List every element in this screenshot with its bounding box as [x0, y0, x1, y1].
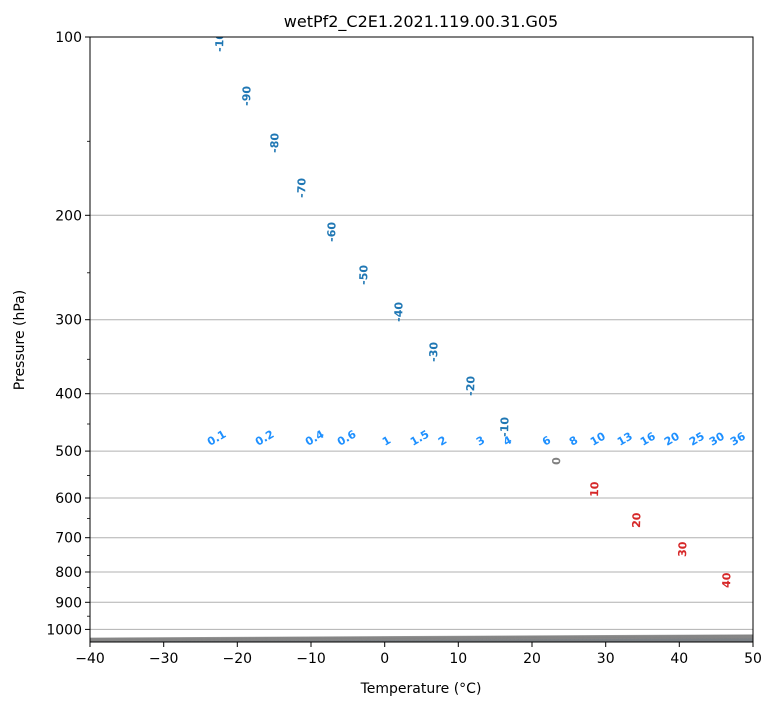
- y-axis-label: Pressure (hPa): [12, 290, 28, 390]
- y-tick-label: 900: [55, 595, 82, 611]
- x-tick-label: 50: [744, 651, 762, 667]
- y-tick-label: 1000: [46, 622, 82, 638]
- x-axis-label: Temperature (°C): [360, 681, 482, 697]
- y-tick-label: 500: [55, 444, 82, 460]
- adiabat-label: -50: [357, 264, 371, 285]
- plot-frame: [89, 36, 754, 643]
- x-tick-label: −30: [149, 651, 179, 667]
- x-tick-label: 40: [670, 651, 688, 667]
- y-axis: 100 200 300 400 500 600 700 800 900 1000: [46, 30, 90, 638]
- x-tick-label: 20: [523, 651, 541, 667]
- adiabat-label: -100: [213, 24, 227, 52]
- x-tick-label: −40: [75, 651, 105, 667]
- adiabat-label: 10: [588, 481, 602, 497]
- y-tick-label: 200: [55, 208, 82, 224]
- adiabat-label: -70: [295, 177, 309, 198]
- x-tick-label: 30: [597, 651, 615, 667]
- adiabat-label: -60: [325, 221, 339, 242]
- adiabat-label: 40: [720, 572, 734, 588]
- x-tick-label: −10: [296, 651, 326, 667]
- adiabat-label: -10: [498, 416, 512, 437]
- adiabat-label: 0: [550, 457, 563, 465]
- adiabat-label: -30: [427, 341, 441, 362]
- y-tick-label: 300: [55, 313, 82, 329]
- y-tick-label: 600: [55, 491, 82, 507]
- adiabat-label: -40: [392, 301, 406, 322]
- x-tick-label: 10: [449, 651, 467, 667]
- x-tick-label: 0: [380, 651, 389, 667]
- y-tick-label: 700: [55, 531, 82, 547]
- adiabat-label: 30: [676, 541, 690, 557]
- adiabat-label: 20: [630, 512, 644, 528]
- y-tick-label: 800: [55, 565, 82, 581]
- adiabat-label: -90: [240, 85, 254, 106]
- y-tick-label: 100: [55, 30, 82, 46]
- adiabat-label: -20: [464, 375, 478, 396]
- chart-title: wetPf2_C2E1.2021.119.00.31.G05: [284, 12, 558, 32]
- y-tick-label: 400: [55, 387, 82, 403]
- adiabat-label: -80: [268, 132, 282, 153]
- x-tick-label: −20: [223, 651, 253, 667]
- x-axis: −40 −30 −20 −10 0 10 20 30 40 50: [75, 642, 762, 667]
- grid-lines: [90, 214, 753, 630]
